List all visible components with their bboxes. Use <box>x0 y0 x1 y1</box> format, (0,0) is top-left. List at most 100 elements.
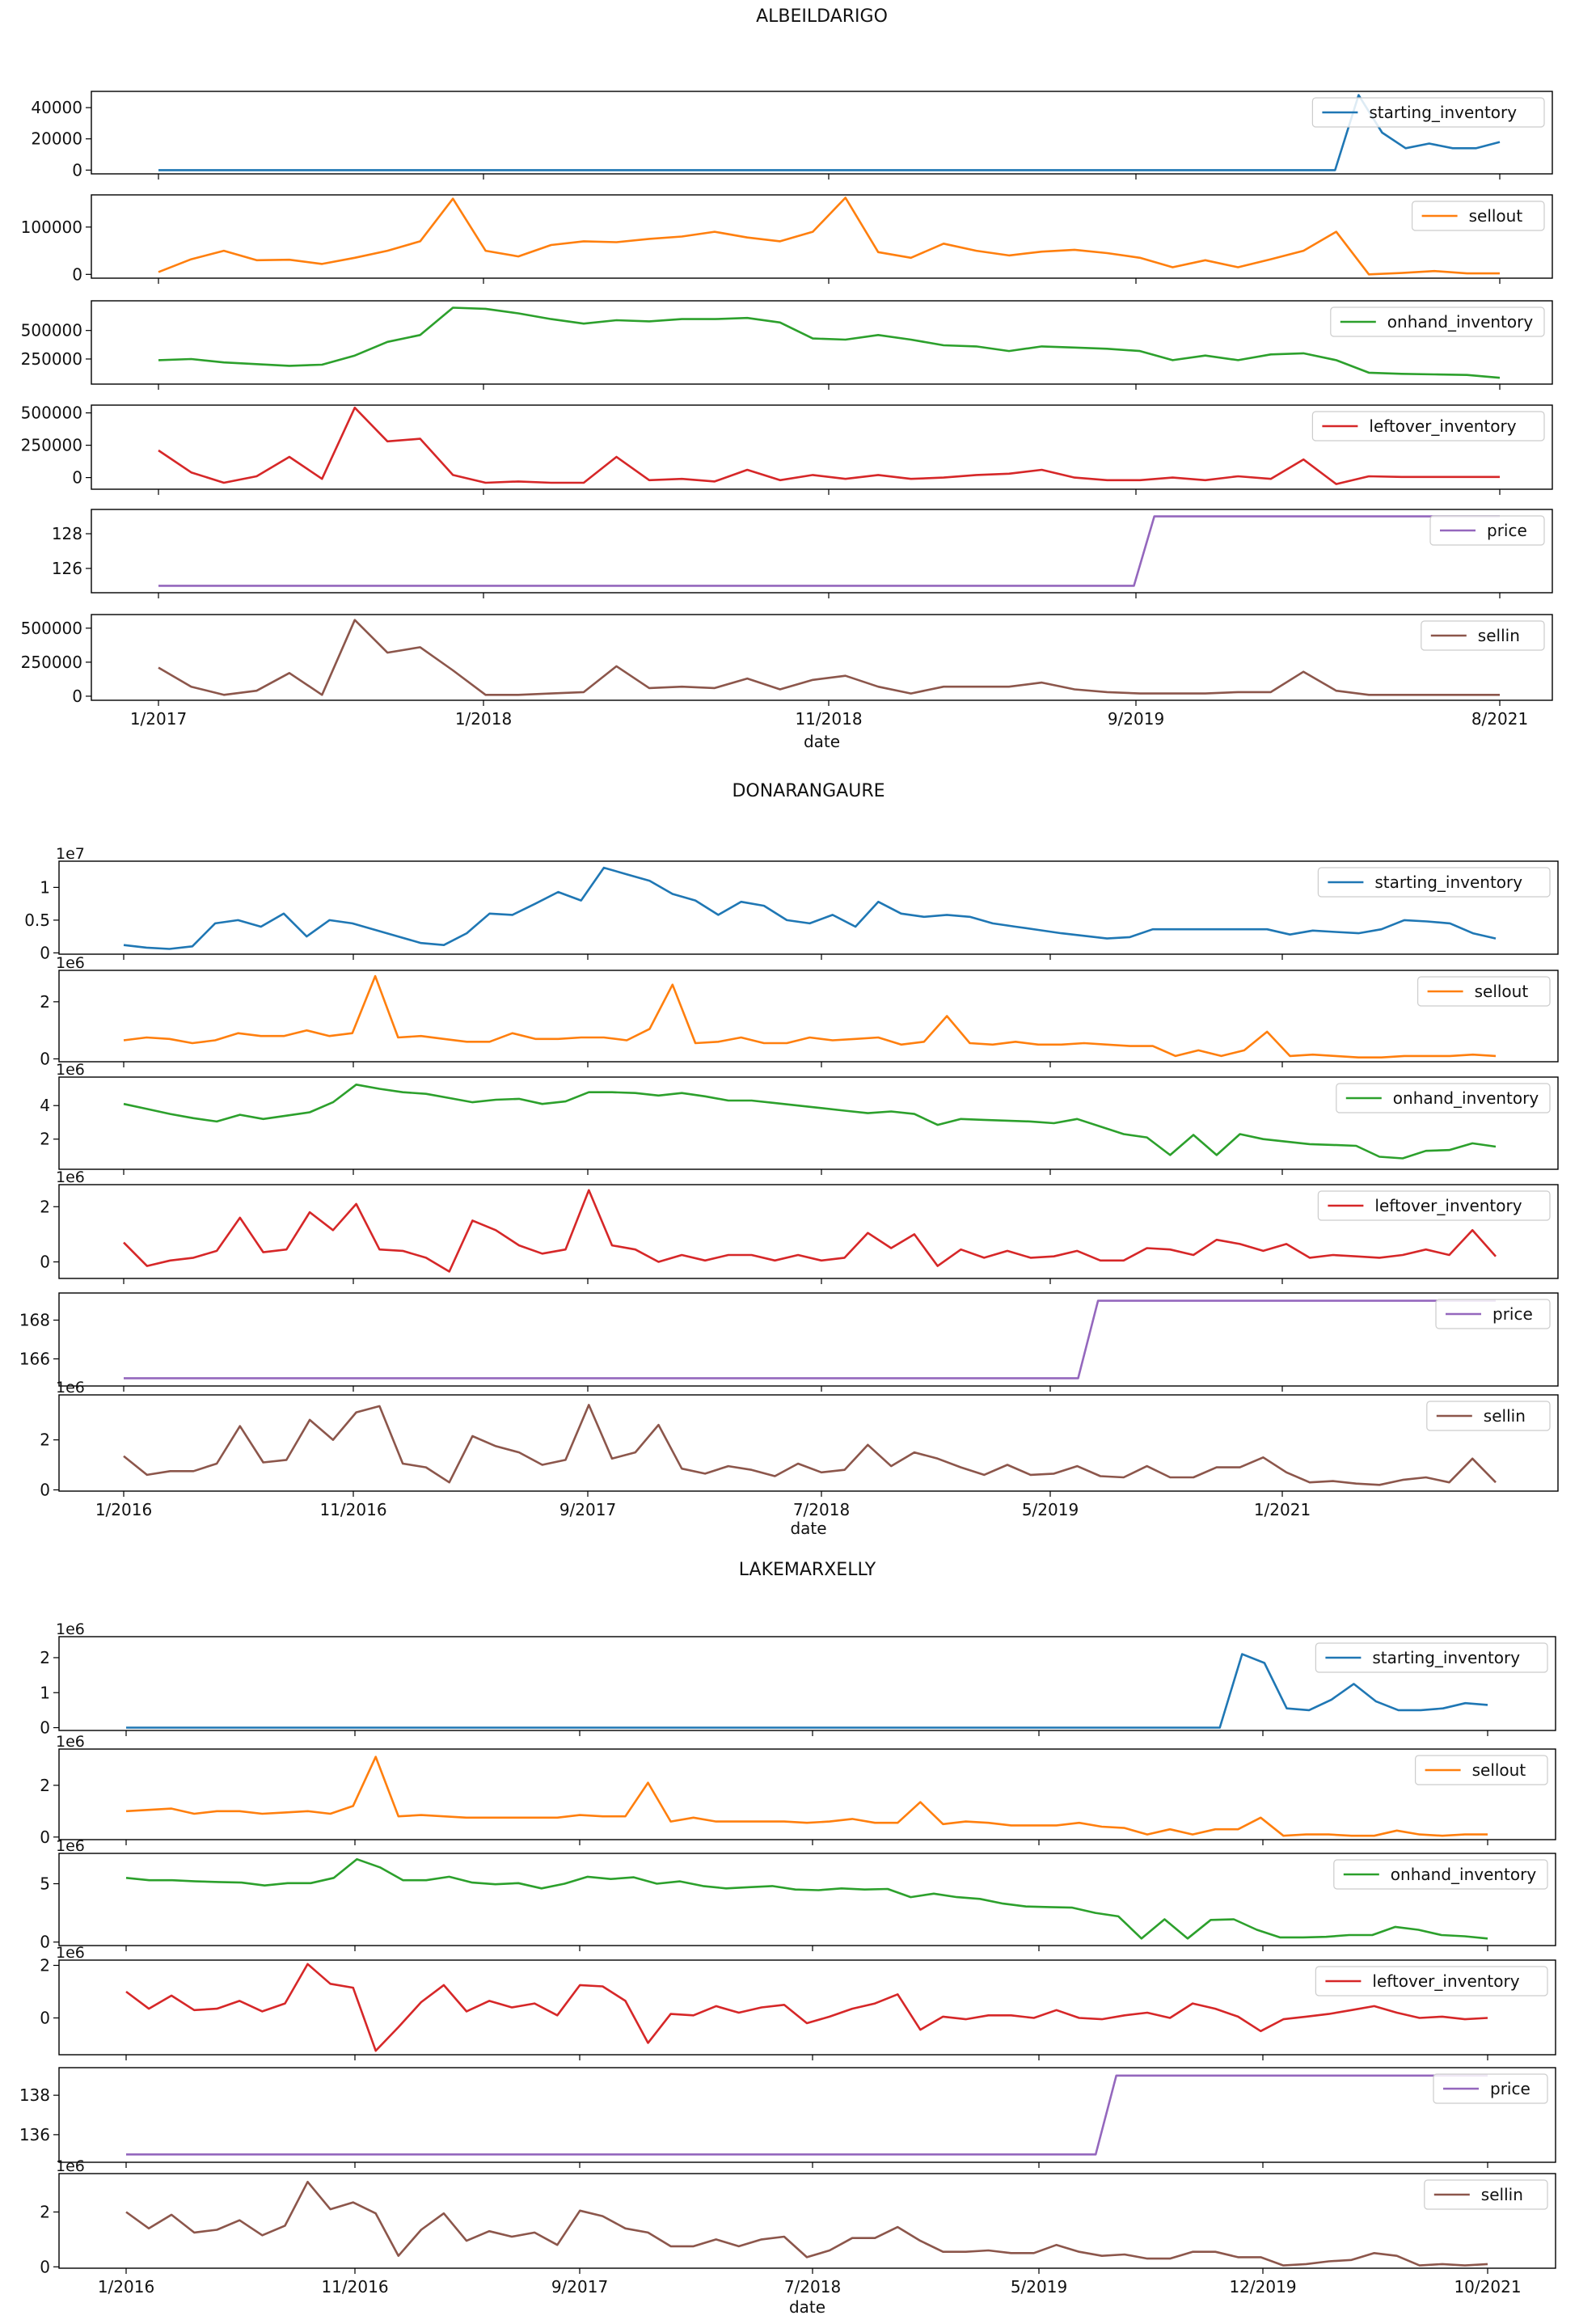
legend: price <box>1429 515 1545 546</box>
legend: starting_inventory <box>1311 97 1545 128</box>
y-tick-label: 0 <box>40 2257 50 2276</box>
panel-sellout: 0 2 1e6 sellout <box>40 954 1559 1068</box>
y-tick-label: 128 <box>52 524 82 543</box>
panel-frame <box>91 300 1553 385</box>
panel-frame <box>58 860 1559 955</box>
legend-box <box>1336 1083 1551 1113</box>
legend-box <box>1424 2179 1548 2210</box>
chart-title: LAKEMARXELLY <box>739 1560 876 1580</box>
panel-sellin: 0 2 1e6 sellin <box>40 2157 1556 2276</box>
panel-price: 166 168 price <box>19 1292 1559 1392</box>
axis-multiplier: 1e6 <box>56 1061 85 1079</box>
y-tick-label: 166 <box>19 1349 50 1368</box>
panel-onhand-inventory: 0 5 1e6 onhand_inventory <box>40 1837 1556 1952</box>
legend: sellout <box>1414 1755 1548 1785</box>
legend-label: sellin <box>1481 2185 1523 2204</box>
series-line-starting-inventory <box>126 1653 1488 1729</box>
legend-box <box>1421 620 1545 651</box>
axis-multiplier: 1e6 <box>56 1168 85 1186</box>
panel-sellout: 0 100000 sellout <box>21 194 1553 284</box>
series-line-leftover-inventory <box>123 1189 1497 1273</box>
legend-label: starting_inventory <box>1369 103 1517 122</box>
y-tick-label: 0 <box>40 1049 50 1068</box>
chart-figure: DONARANGAURE00.511e7starting_inventory02… <box>19 781 1559 1538</box>
panel-starting-inventory: 0 0.5 1 1e7 starting_inventory <box>24 845 1559 962</box>
x-tick-label: 1/2018 <box>455 709 512 729</box>
chart-title: ALBEILDARIGO <box>756 6 888 27</box>
legend: leftover_inventory <box>1311 411 1545 442</box>
panel-frame <box>91 404 1553 490</box>
y-tick-label: 0 <box>72 468 82 488</box>
legend-label: sellin <box>1478 626 1520 645</box>
panel-starting-inventory: 0 1 2 1e6 starting_inventory <box>40 1620 1556 1738</box>
legend-box <box>1311 97 1545 128</box>
legend: sellin <box>1421 620 1545 651</box>
y-tick-label: 0 <box>40 1933 50 1952</box>
legend-label: starting_inventory <box>1374 873 1522 892</box>
legend-label: price <box>1492 1304 1533 1324</box>
series-line-onhand-inventory <box>125 1857 1488 1940</box>
y-tick-label: 500000 <box>21 404 82 423</box>
panel-frame <box>58 2067 1556 2163</box>
y-tick-label: 250000 <box>21 349 82 369</box>
x-tick-label: 11/2018 <box>795 709 862 729</box>
legend-label: onhand_inventory <box>1393 1088 1539 1108</box>
legend-label: price <box>1487 521 1527 540</box>
legend-box <box>1414 1755 1548 1785</box>
y-tick-label: 0.5 <box>24 911 50 930</box>
series-line-sellout <box>158 196 1500 276</box>
y-tick-label: 2 <box>40 992 50 1012</box>
panel-price: 136 138 price <box>19 2067 1556 2168</box>
y-tick-label: 0 <box>40 2009 50 2028</box>
legend-label: sellin <box>1484 1406 1526 1426</box>
legend: leftover_inventory <box>1317 1190 1551 1221</box>
y-tick-label: 138 <box>19 2085 50 2105</box>
panel-frame <box>91 194 1553 279</box>
y-tick-label: 2 <box>40 1956 50 1975</box>
y-tick-label: 0 <box>72 687 82 706</box>
panel-frame <box>58 970 1559 1063</box>
y-tick-label: 250000 <box>21 436 82 455</box>
x-axis-label: date <box>790 1519 826 1538</box>
series-line-starting-inventory <box>123 866 1497 950</box>
legend-box <box>1330 306 1545 337</box>
legend: starting_inventory <box>1315 1642 1548 1673</box>
x-tick-label: 9/2019 <box>1108 709 1164 729</box>
x-tick-label: 7/2018 <box>793 1500 850 1519</box>
chart-title: DONARANGAURE <box>732 781 884 801</box>
legend: starting_inventory <box>1317 867 1551 898</box>
axis-multiplier: 1e6 <box>56 1733 85 1751</box>
legend: onhand_inventory <box>1336 1083 1551 1113</box>
legend-box <box>1315 1642 1548 1673</box>
legend: sellout <box>1416 976 1551 1007</box>
legend-label: onhand_inventory <box>1387 312 1534 332</box>
legend-box <box>1333 1859 1548 1890</box>
legend-box <box>1433 2073 1548 2104</box>
y-tick-label: 500000 <box>21 321 82 340</box>
series-line-sellout <box>123 974 1497 1058</box>
legend-label: price <box>1490 2079 1530 2098</box>
series-line-leftover-inventory <box>158 406 1500 485</box>
x-tick-label: 5/2019 <box>1022 1500 1079 1519</box>
x-tick-label: 12/2019 <box>1229 2277 1296 2297</box>
legend-label: leftover_inventory <box>1369 416 1516 436</box>
x-tick-label: 8/2021 <box>1471 709 1528 729</box>
legend-box <box>1315 1966 1548 1997</box>
x-tick-label: 10/2021 <box>1454 2277 1521 2297</box>
x-tick-label: 9/2017 <box>551 2277 608 2297</box>
axis-multiplier: 1e6 <box>56 1379 85 1397</box>
y-tick-label: 4 <box>40 1096 50 1115</box>
axis-multiplier: 1e7 <box>56 845 85 863</box>
legend-box <box>1435 1299 1551 1329</box>
panel-sellin: 0 250000 500000 sellin <box>21 614 1553 706</box>
legend: sellout <box>1411 201 1545 231</box>
y-tick-label: 0 <box>72 160 82 180</box>
axis-multiplier: 1e6 <box>56 1944 85 1962</box>
legend-label: onhand_inventory <box>1391 1865 1537 1884</box>
y-tick-label: 40000 <box>31 98 82 117</box>
x-axis-label: date <box>804 732 840 751</box>
x-tick-label: 1/2021 <box>1254 1500 1311 1519</box>
panel-leftover-inventory: 0 2 1e6 leftover_inventory <box>40 1944 1556 2060</box>
series-line-sellout <box>125 1756 1488 1837</box>
